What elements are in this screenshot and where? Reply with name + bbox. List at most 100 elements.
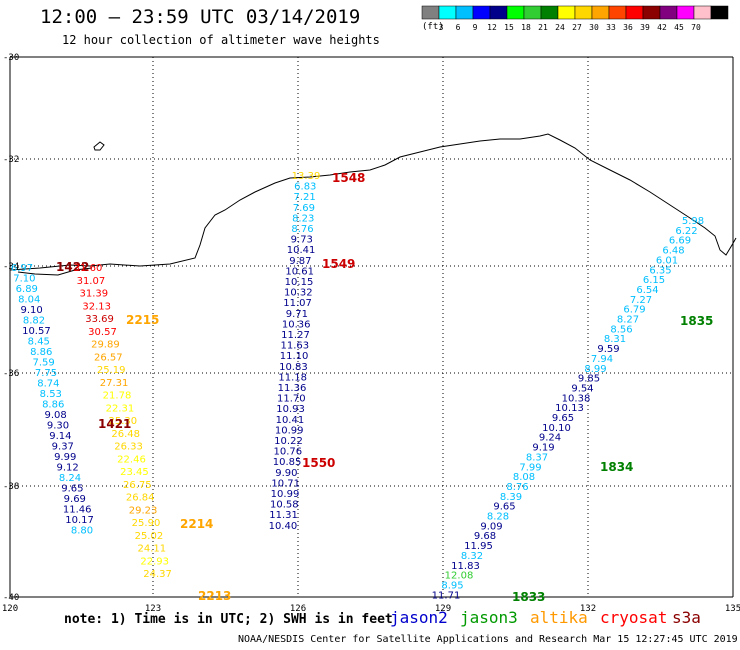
swh-value: 6.69 xyxy=(669,236,691,247)
swh-value: 9.69 xyxy=(64,494,86,505)
swh-value: 9.65 xyxy=(552,413,574,424)
swh-value: 9.73 xyxy=(291,235,313,246)
lat-tick-label: -34 xyxy=(3,262,19,272)
swh-value: 6.22 xyxy=(675,226,697,237)
island-coast xyxy=(93,141,105,151)
colorbar-unit: (ft) xyxy=(422,22,444,32)
pass-time-label: 1550 xyxy=(302,456,335,470)
swh-value: 33.69 xyxy=(85,314,114,325)
colorbar-swatch xyxy=(489,5,508,20)
colorbar-swatch xyxy=(574,5,593,20)
swh-value: 9.65 xyxy=(493,502,515,513)
swh-value: 8.53 xyxy=(40,389,62,400)
colorbar-label: 21 xyxy=(538,23,548,32)
pass-time-label: 1835 xyxy=(680,314,713,328)
colorbar-label: 42 xyxy=(657,23,667,32)
swh-value: 11.70 xyxy=(277,394,306,405)
swh-value: 13.39 xyxy=(292,171,321,182)
swh-value: 9.90 xyxy=(275,468,297,479)
swh-value: 25.30 xyxy=(108,416,137,427)
swh-value: 31.60 xyxy=(74,263,103,274)
swh-value: 10.10 xyxy=(542,423,571,434)
pass-time-label: 2213 xyxy=(198,589,231,603)
swh-value: 25.02 xyxy=(135,531,164,542)
swh-value: 11.83 xyxy=(451,561,480,572)
swh-value: 10.58 xyxy=(270,500,299,511)
swh-value: 10.57 xyxy=(22,326,51,337)
swh-value: 26.75 xyxy=(123,480,152,491)
colorbar-label: 27 xyxy=(572,23,582,32)
swh-value: 10.22 xyxy=(274,436,303,447)
colorbar-label: 36 xyxy=(623,23,633,32)
colorbar-swatch xyxy=(642,5,661,20)
swh-value: 6.54 xyxy=(636,285,658,296)
lat-tick-label: -40 xyxy=(3,593,19,603)
swh-value: 8.56 xyxy=(610,324,632,335)
swh-value: 26.57 xyxy=(94,352,123,363)
swh-value: 7.21 xyxy=(293,192,315,203)
swh-value: 9.37 xyxy=(52,442,74,453)
swh-value: 8.74 xyxy=(37,379,59,390)
swh-value: 10.17 xyxy=(65,515,94,526)
pass-time-label: 1421 xyxy=(98,417,131,431)
swh-value: 7.99 xyxy=(519,462,541,473)
swh-value: 9.12 xyxy=(56,463,78,474)
swh-value: 10.83 xyxy=(279,362,308,373)
pass-time-label: 1549 xyxy=(322,257,355,271)
colorbar: 3 6 9 12 15 18 21 24 27 30 33 36 39 42 45 70 xyxy=(421,5,729,32)
swh-value: 6.35 xyxy=(649,265,671,276)
colorbar-label: 45 xyxy=(674,23,684,32)
swh-value: 11.71 xyxy=(432,590,461,601)
lat-tick-label: -30 xyxy=(3,53,19,63)
swh-value: 8.76 xyxy=(291,224,313,235)
swh-value: 10.36 xyxy=(282,319,311,330)
swh-value: 9.71 xyxy=(286,309,308,320)
lon-tick-label: 126 xyxy=(290,604,306,614)
swh-value: 11.36 xyxy=(278,383,307,394)
swh-value: 10.61 xyxy=(285,266,314,277)
swh-value: 10.85 xyxy=(273,457,302,468)
swh-value: 10.13 xyxy=(555,403,584,414)
swh-value: 9.09 xyxy=(480,521,502,532)
peninsula-coast xyxy=(17,267,93,276)
colorbar-swatch xyxy=(591,5,610,20)
swh-value: 8.37 xyxy=(526,452,548,463)
swh-value: 10.76 xyxy=(273,447,302,458)
colorbar-swatch xyxy=(710,5,729,20)
swh-value: 8.04 xyxy=(18,295,40,306)
swh-value: 8.23 xyxy=(292,213,314,224)
swh-value: 10.41 xyxy=(287,245,316,256)
swh-value: 22.93 xyxy=(140,556,169,567)
swh-value: 6.15 xyxy=(643,275,665,286)
swh-value: 8.99 xyxy=(584,364,606,375)
swh-value: 9.54 xyxy=(571,383,593,394)
lat-tick-label: -36 xyxy=(3,369,19,379)
swh-value: 7.75 xyxy=(35,368,57,379)
swh-value: 31.39 xyxy=(79,289,108,300)
swh-value: 10.40 xyxy=(269,521,298,532)
lon-tick-label: 135 xyxy=(725,604,740,614)
colorbar-swatch xyxy=(625,5,644,20)
note-text: note: 1) Time is in UTC; 2) SWH is in fe… xyxy=(64,612,393,627)
colorbar-swatch xyxy=(523,5,542,20)
swh-value: 10.41 xyxy=(276,415,305,426)
swh-value: 10.32 xyxy=(284,288,313,299)
colorbar-swatch xyxy=(506,5,525,20)
swh-value: 6.83 xyxy=(294,182,316,193)
colorbar-swatch xyxy=(540,5,559,20)
lat-lon-grid: 120 123 126 129 132 135 -30 -32 -34 -36 -38 -40 xyxy=(2,53,740,614)
swh-value: 9.87 xyxy=(289,256,311,267)
swh-value: 9.68 xyxy=(474,531,496,542)
colorbar-swatch xyxy=(608,5,627,20)
colorbar-label: 30 xyxy=(589,23,599,32)
pass-time-label: 1422 xyxy=(56,260,89,274)
colorbar-label: 24 xyxy=(555,23,565,32)
map-subtitle: 12 hour collection of altimeter wave hei… xyxy=(62,33,380,47)
swh-value: 10.38 xyxy=(562,393,591,404)
lon-tick-label: 129 xyxy=(435,604,451,614)
lat-tick-label: -38 xyxy=(3,482,19,492)
swh-value: 8.86 xyxy=(42,400,64,411)
swh-value: 11.31 xyxy=(269,510,298,521)
